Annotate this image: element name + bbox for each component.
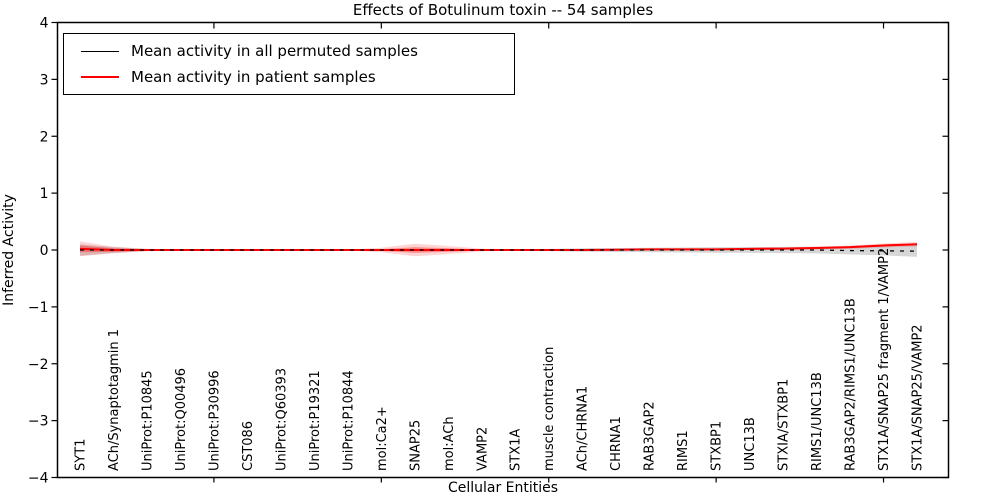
- x-category-label: RAB3GAP2/RIMS1/UNC13B: [844, 298, 859, 471]
- x-category-label: CST086: [241, 421, 256, 471]
- legend-label-permuted: Mean activity in all permuted samples: [131, 42, 418, 60]
- x-category-label: STXIA/STXBP1: [777, 379, 792, 471]
- y-tick-label: 4: [40, 16, 49, 32]
- x-category-label: ACh/Synaptotagmin 1: [107, 329, 122, 471]
- y-tick-label: −4: [28, 471, 49, 487]
- x-category-label: CHRNA1: [609, 416, 624, 471]
- x-category-label: STXBP1: [710, 421, 725, 471]
- x-category-label: UniProt:Q60393: [274, 368, 289, 471]
- x-category-label: mol:Ca2+: [375, 406, 390, 471]
- legend-item-permuted: Mean activity in all permuted samples: [81, 41, 514, 61]
- x-category-label: RIMS1/UNC13B: [810, 372, 825, 471]
- x-category-label: muscle contraction: [542, 347, 557, 471]
- y-axis-title: Inferred Activity: [1, 194, 17, 306]
- x-category-label: UNC13B: [743, 417, 758, 471]
- x-category-label: ACh/CHRNA1: [576, 386, 591, 471]
- legend: Mean activity in all permuted samples Me…: [63, 33, 515, 95]
- y-tick-label: 2: [40, 129, 49, 145]
- x-category-label: UniProt:P10844: [341, 370, 356, 471]
- x-category-label: UniProt:P19321: [308, 370, 323, 471]
- x-category-label: VAMP2: [475, 427, 490, 471]
- legend-line-sample-black: [81, 50, 119, 52]
- x-category-label: RAB3GAP2: [643, 401, 658, 471]
- y-tick-label: 0: [40, 243, 49, 259]
- patient-mean-line: [79, 243, 918, 251]
- chart-title: Effects of Botulinum toxin -- 54 samples: [352, 1, 654, 19]
- x-category-label: STX1A/SNAP25/VAMP2: [911, 324, 926, 471]
- x-category-label: mol:ACh: [442, 416, 457, 471]
- y-tick-label: −3: [28, 414, 49, 430]
- x-category-label: STX1A/SNAP25 fragment 1/VAMP2: [877, 248, 892, 471]
- legend-line-sample-red: [81, 76, 119, 78]
- x-category-label: STX1A: [509, 429, 524, 471]
- y-tick-label: −2: [28, 357, 49, 373]
- x-category-label: UniProt:P30996: [207, 370, 222, 471]
- x-category-label: SNAP25: [408, 420, 423, 471]
- y-tick-label: 1: [40, 186, 49, 202]
- x-category-label: UniProt:Q00496: [174, 368, 189, 471]
- x-category-label: UniProt:P10845: [140, 370, 155, 471]
- x-axis-title: Cellular Entities: [447, 480, 559, 496]
- x-category-label: SYT1: [74, 439, 89, 471]
- legend-item-patient: Mean activity in patient samples: [81, 67, 514, 87]
- y-tick-label: −1: [28, 300, 49, 316]
- legend-label-patient: Mean activity in patient samples: [131, 68, 376, 86]
- x-category-label: RIMS1: [676, 430, 691, 471]
- y-tick-label: 3: [40, 72, 49, 88]
